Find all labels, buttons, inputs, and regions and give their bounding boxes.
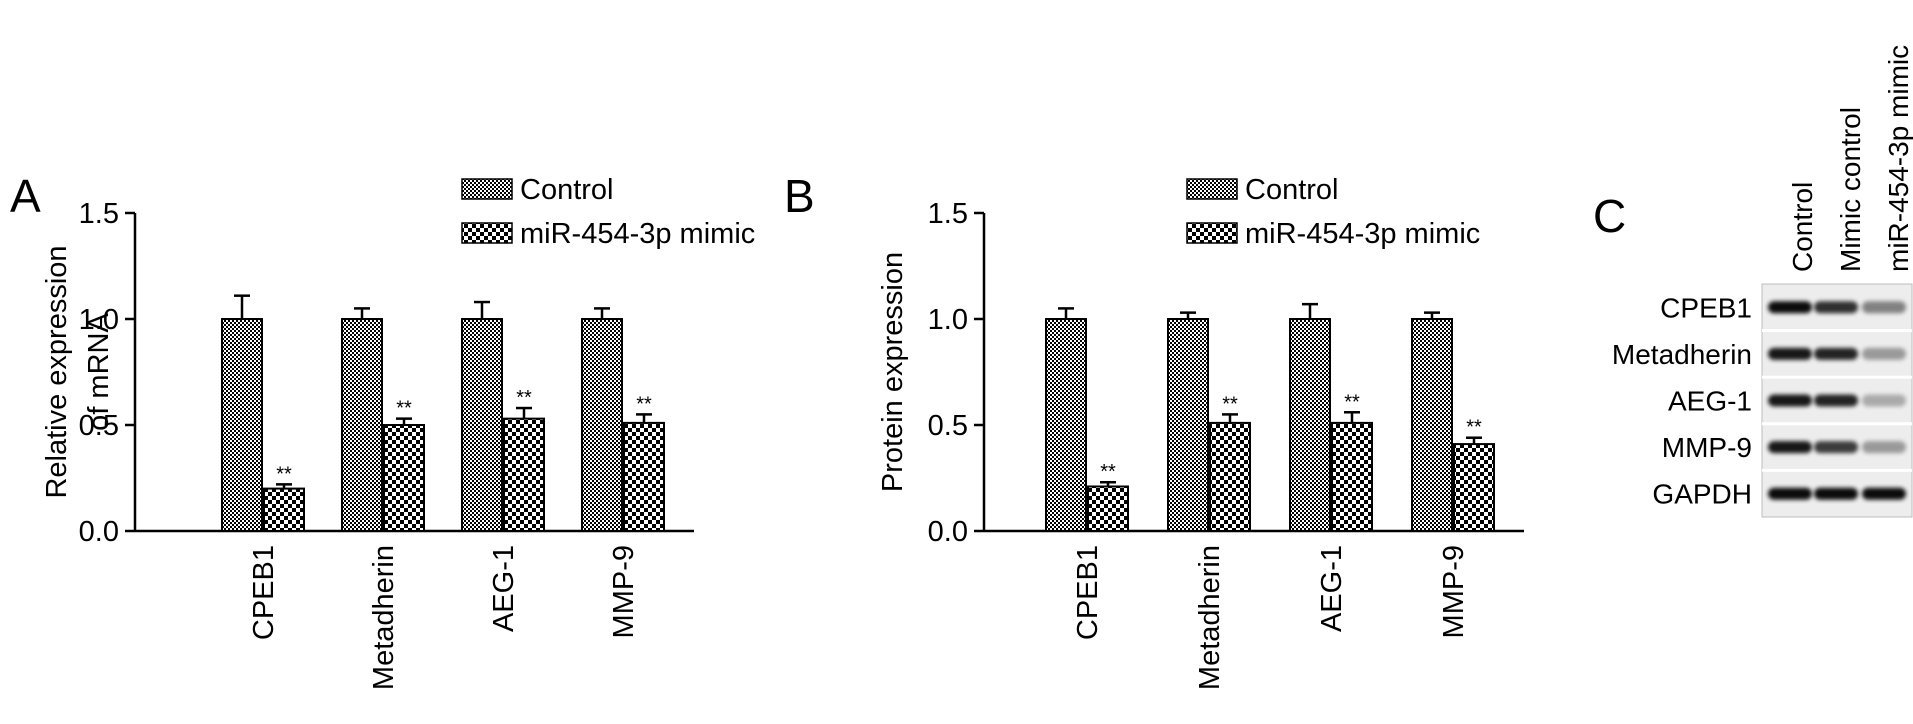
a-category-label: CPEB1 xyxy=(248,545,280,640)
b-category-label: AEG-1 xyxy=(1316,545,1348,632)
blot-band xyxy=(1814,301,1858,314)
chart-b: 0.0 0.5 1.0 1.5 Protein expression ** CPEB1 ** M… xyxy=(877,198,1524,690)
a-significance-mark: ** xyxy=(636,393,652,415)
a-y-tick-label: 1.5 xyxy=(79,198,119,230)
b-y-tick-label: 0.5 xyxy=(928,410,968,442)
blot-row-label: GAPDH xyxy=(1652,479,1752,510)
blot-row-label: AEG-1 xyxy=(1668,386,1752,417)
b-bar-mimic xyxy=(1209,421,1251,533)
blot-band xyxy=(1814,394,1858,407)
legend-a: Control miR-454-3p mimic xyxy=(461,174,755,250)
a-category-label: Metadherin xyxy=(368,545,400,690)
blot-lane-label: Control xyxy=(1787,182,1818,272)
a-y-axis-label-line2: of mRNA xyxy=(83,313,115,431)
panel-b-letter: B xyxy=(784,170,815,222)
a-bar-mimic xyxy=(263,487,305,533)
b-bar-mimic xyxy=(1331,421,1373,533)
panel-c: C Control Mimic control miR-454-3p mimic CP… xyxy=(1593,45,1913,518)
b-category-label: MMP-9 xyxy=(1438,545,1470,638)
a-significance-mark: ** xyxy=(516,387,532,409)
b-bar-control xyxy=(1411,318,1453,532)
b-bar-mimic xyxy=(1453,443,1495,532)
a-bar-control xyxy=(581,318,623,532)
legend-b-mimic-swatch xyxy=(1186,222,1238,244)
blot-band xyxy=(1768,301,1812,314)
blot-lane-label: Mimic control xyxy=(1835,107,1866,272)
blot-band xyxy=(1862,394,1906,407)
blot-band xyxy=(1862,441,1906,454)
blot-lane-label: miR-454-3p mimic xyxy=(1883,45,1913,272)
panel-a-letter: A xyxy=(10,170,41,222)
b-y-tick-label: 1.0 xyxy=(928,304,968,336)
legend-b-mimic-label: miR-454-3p mimic xyxy=(1245,218,1480,250)
legend-a-control-swatch xyxy=(461,178,513,200)
a-significance-mark: ** xyxy=(396,398,412,420)
b-bar-mimic xyxy=(1087,485,1129,533)
b-y-tick-label: 0.0 xyxy=(928,516,968,548)
b-bar-control xyxy=(1289,318,1331,532)
b-significance-mark: ** xyxy=(1466,417,1482,439)
a-y-axis-label: Relative expression xyxy=(41,245,73,498)
legend-b-control-swatch xyxy=(1186,178,1238,200)
b-bar-control xyxy=(1045,318,1087,532)
western-blot: Control Mimic control miR-454-3p mimic CPEB… xyxy=(1612,45,1913,518)
blot-band xyxy=(1768,347,1812,360)
b-significance-mark: ** xyxy=(1100,461,1116,483)
b-category-label: Metadherin xyxy=(1194,545,1226,690)
a-y-tick-label: 0.5 xyxy=(79,410,119,442)
b-y-tick-label: 1.5 xyxy=(928,198,968,230)
blot-band xyxy=(1768,487,1812,500)
b-y-axis-label: Protein expression xyxy=(877,252,909,492)
blot-band xyxy=(1862,347,1906,360)
a-bar-control xyxy=(221,318,263,532)
panel-c-letter: C xyxy=(1593,190,1626,242)
blot-band xyxy=(1814,487,1858,500)
a-y-tick-label: 1.0 xyxy=(79,304,119,336)
legend-b-control-label: Control xyxy=(1245,174,1339,206)
a-bar-mimic xyxy=(383,424,425,532)
blot-band xyxy=(1862,487,1906,500)
legend-a-control-label: Control xyxy=(520,174,614,206)
legend-a-mimic-label: miR-454-3p mimic xyxy=(520,218,755,250)
blot-row-label: MMP-9 xyxy=(1662,432,1752,463)
a-bar-mimic xyxy=(503,417,545,533)
legend-a-mimic-swatch xyxy=(461,222,513,244)
panel-b: B 0.0 0.5 1.0 1.5 Protein expression ** CPEB1 *… xyxy=(784,170,1524,690)
legend-b: Control miR-454-3p mimic xyxy=(1186,174,1480,250)
a-bar-mimic xyxy=(623,421,665,533)
a-category-label: AEG-1 xyxy=(488,545,520,632)
b-category-label: CPEB1 xyxy=(1072,545,1104,640)
b-significance-mark: ** xyxy=(1344,391,1360,413)
blot-band xyxy=(1814,347,1858,360)
a-category-label: MMP-9 xyxy=(608,545,640,638)
a-bar-control xyxy=(341,318,383,532)
a-significance-mark: ** xyxy=(276,463,292,485)
blot-row-label: Metadherin xyxy=(1612,339,1752,370)
b-bar-control xyxy=(1167,318,1209,532)
blot-row-label: CPEB1 xyxy=(1660,292,1752,323)
blot-band xyxy=(1814,441,1858,454)
blot-band xyxy=(1768,394,1812,407)
b-significance-mark: ** xyxy=(1222,393,1238,415)
blot-band xyxy=(1768,441,1812,454)
blot-band xyxy=(1862,301,1906,314)
a-bar-control xyxy=(461,318,503,532)
a-y-tick-label: 0.0 xyxy=(79,516,119,548)
